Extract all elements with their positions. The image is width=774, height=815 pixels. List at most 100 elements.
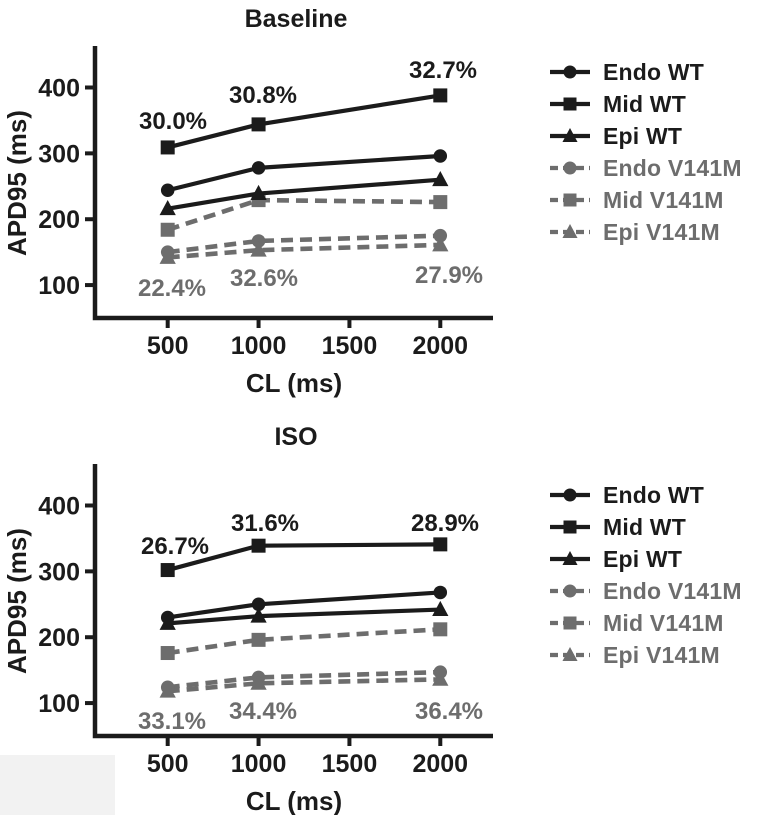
y-axis-label: APD95 (ms) <box>2 110 32 256</box>
y-tick-label: 300 <box>38 558 80 586</box>
legend-marker-epi-v141m <box>562 223 578 238</box>
legend-item-epi-v141m: Epi V141M <box>549 216 742 248</box>
legend-item-epi-v141m: Epi V141M <box>549 639 742 671</box>
series-marker-epi-v141m <box>250 241 267 257</box>
series-marker-epi-wt <box>250 184 267 200</box>
y-tick-label: 300 <box>38 140 80 168</box>
chart-title: ISO <box>274 423 317 451</box>
y-tick-label: 400 <box>38 75 80 103</box>
legend-marker-endo-wt <box>563 65 577 79</box>
series-marker-mid-v141m <box>160 646 175 661</box>
legend-marker-endo-wt <box>563 488 577 502</box>
legend-marker-circle-icon <box>550 488 590 502</box>
x-tick-label: 1000 <box>231 750 287 778</box>
series-marker-epi-wt <box>432 600 449 617</box>
series-line-mid-v141m <box>166 197 441 232</box>
annotation-label: 27.9% <box>415 262 483 289</box>
legend-label-mid-wt: Mid WT <box>603 90 686 117</box>
x-tick-label: 1500 <box>322 750 378 778</box>
legend-label-epi-wt: Epi WT <box>603 545 683 572</box>
y-tick-label: 200 <box>38 624 80 652</box>
legend-marker-circle-icon <box>550 161 590 175</box>
legend-item-mid-wt: Mid WT <box>549 511 742 543</box>
scan-artifact <box>0 755 115 815</box>
series-marker-epi-v141m <box>250 674 267 690</box>
legend-label-mid-wt: Mid WT <box>603 513 686 540</box>
series-marker-epi-v141m <box>432 236 449 252</box>
annotation-label: 26.7% <box>141 533 209 560</box>
legend-label-endo-wt: Endo WT <box>603 481 705 508</box>
annotation-label: 34.4% <box>229 698 297 725</box>
axis-spine <box>92 46 493 321</box>
legend-label-epi-wt: Epi WT <box>603 122 683 149</box>
series-line-mid-v141m <box>167 627 441 656</box>
series-marker-mid-wt <box>251 117 266 132</box>
axis-spine <box>92 464 493 739</box>
series-marker-epi-wt <box>250 607 267 623</box>
iso-chart: ISO 500 1000 1500 2000 100 200 300 400 CL (ms) APD… <box>2 423 493 815</box>
series-line-endo-v141m <box>167 669 441 690</box>
legend-item-mid-v141m: Mid V141M <box>549 184 742 216</box>
series-marker-mid-wt <box>251 538 266 553</box>
legend-marker-mid-v141m <box>563 193 577 207</box>
series-marker-endo-wt <box>433 585 448 600</box>
annotation-label: 36.4% <box>415 698 483 725</box>
series-marker-endo-v141m <box>433 228 448 243</box>
series-line-mid-wt <box>167 93 441 150</box>
legend-marker-endo-v141m <box>563 161 577 175</box>
iso-legend: Endo WT Mid WT Epi WT Endo V141M Mid V141M Ep… <box>549 479 742 671</box>
annotation-label: 28.9% <box>411 510 479 537</box>
x-tick-label: 1500 <box>322 332 378 360</box>
legend-marker-square-icon <box>550 97 590 111</box>
series-marker-epi-v141m <box>159 248 176 264</box>
legend-item-endo-wt: Endo WT <box>549 479 742 511</box>
series-marker-epi-wt <box>432 171 449 187</box>
series-marker-epi-v141m <box>432 670 449 686</box>
legend-label-endo-v141m: Endo V141M <box>603 154 742 181</box>
legend-item-epi-wt: Epi WT <box>549 120 742 152</box>
annotation-label: 33.1% <box>138 708 206 735</box>
legend-marker-mid-wt <box>563 520 577 534</box>
y-tick-label: 200 <box>38 206 80 234</box>
series-marker-epi-v141m <box>159 682 176 698</box>
annotation-label: 32.7% <box>409 57 477 84</box>
legend-label-endo-v141m: Endo V141M <box>603 577 742 604</box>
legend-label-mid-v141m: Mid V141M <box>603 609 724 636</box>
x-axis-label: CL (ms) <box>246 786 342 815</box>
y-tick-label: 100 <box>38 690 80 718</box>
series-marker-mid-wt <box>433 537 448 552</box>
annotation-label: 22.4% <box>138 275 206 302</box>
x-axis-label: CL (ms) <box>246 368 342 398</box>
x-tick-label: 1000 <box>231 332 287 360</box>
legend-item-endo-wt: Endo WT <box>549 56 742 88</box>
series-marker-endo-wt <box>433 149 448 163</box>
series-marker-mid-v141m <box>433 622 448 637</box>
legend-marker-triangle-icon <box>550 550 590 565</box>
series-line-epi-v141m <box>167 677 441 694</box>
legend-label-mid-v141m: Mid V141M <box>603 186 724 213</box>
baseline-legend: Endo WT Mid WT Epi WT Endo V141M Mid V141M Ep… <box>549 56 742 248</box>
annotation-label: 32.6% <box>230 265 298 292</box>
legend-marker-triangle-icon <box>550 127 590 142</box>
series-marker-mid-v141m <box>160 222 175 237</box>
legend-marker-triangle-icon <box>550 646 590 661</box>
x-tick-label: 500 <box>147 750 189 778</box>
x-tick-label: 2000 <box>412 750 468 778</box>
legend-marker-square-icon <box>550 193 590 207</box>
legend-marker-mid-v141m <box>563 616 577 630</box>
legend-item-epi-wt: Epi WT <box>549 543 742 575</box>
series-line-endo-wt <box>167 153 441 193</box>
series-marker-epi-wt <box>159 200 176 216</box>
legend-item-mid-wt: Mid WT <box>549 88 742 120</box>
legend-item-endo-v141m: Endo V141M <box>549 575 742 607</box>
annotation-label: 31.6% <box>231 510 299 537</box>
annotation-label: 30.8% <box>229 82 297 109</box>
y-tick-label: 100 <box>38 272 80 300</box>
legend-item-endo-v141m: Endo V141M <box>549 152 742 184</box>
x-tick-label: 500 <box>147 332 189 360</box>
legend-marker-square-icon <box>550 520 590 534</box>
legend-label-epi-v141m: Epi V141M <box>603 218 720 245</box>
series-line-epi-v141m <box>167 242 441 260</box>
x-tick-label: 2000 <box>412 332 468 360</box>
